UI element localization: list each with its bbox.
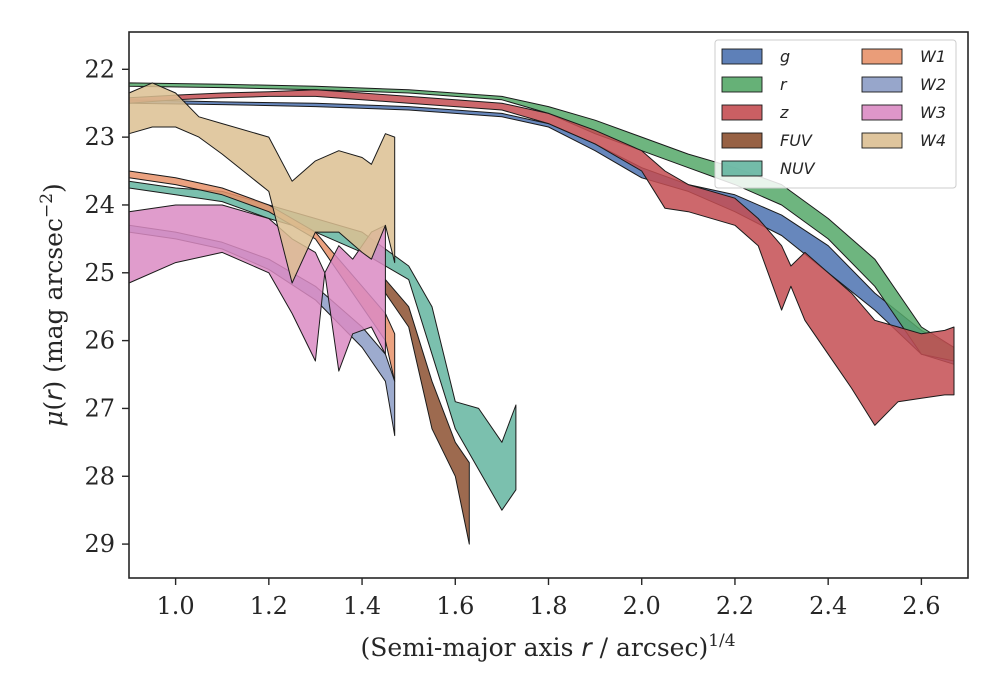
x-tick-label: 2.6 [902,592,940,620]
band-fuv [384,279,470,545]
y-tick-label: 28 [84,462,115,490]
legend-swatch-w2 [861,76,903,93]
legend-label-w1: W1 [920,47,946,66]
band-w4 [128,82,396,284]
legend-label-w4: W4 [920,131,946,150]
legend: grz FUV NUV W1 W2 W3 W4 [714,39,957,189]
legend-swatch-nuv [721,160,763,177]
x-tick-label: 1.6 [436,592,474,620]
y-tick-label: 26 [84,327,115,355]
legend-swatch-w1 [861,48,903,65]
legend-label-g: g [780,47,790,66]
x-axis-label: (Semi-major axis r / arcsec)1/4 [360,631,735,662]
legend-swatch-w4 [861,132,903,149]
y-axis-label: μ(r) (mag arcsec−2) [37,183,68,427]
x-axis-ticks: 1.0 1.2 1.4 1.6 1.8 2.0 2.2 2.4 2.6 [157,578,940,620]
y-tick-label: 22 [84,55,115,83]
series-bands [128,82,955,545]
x-tick-label: 2.0 [623,592,661,620]
legend-swatch-g [721,48,763,65]
y-tick-label: 29 [84,530,115,558]
legend-swatch-z [721,104,763,121]
x-tick-label: 1.2 [250,592,288,620]
x-tick-label: 1.8 [529,592,567,620]
x-tick-label: 1.0 [157,592,195,620]
x-tick-label: 1.4 [343,592,381,620]
legend-swatch-w3 [861,104,903,121]
y-tick-label: 25 [84,259,115,287]
legend-swatch-r [721,76,763,93]
y-axis-ticks: 22 23 24 25 26 27 28 29 [84,55,129,558]
legend-label-fuv: FUV [780,131,813,150]
legend-label-r: r [780,75,788,94]
y-tick-label: 23 [84,123,115,151]
legend-swatch-fuv [721,132,763,149]
legend-label-w2: W2 [920,75,946,94]
x-tick-label: 2.2 [716,592,754,620]
band-z [128,89,955,426]
legend-label-nuv: NUV [780,159,816,178]
legend-label-z: z [779,103,789,122]
x-tick-label: 2.4 [809,592,847,620]
y-tick-label: 24 [84,191,115,219]
y-tick-label: 27 [84,394,115,422]
legend-label-w3: W3 [920,103,946,122]
